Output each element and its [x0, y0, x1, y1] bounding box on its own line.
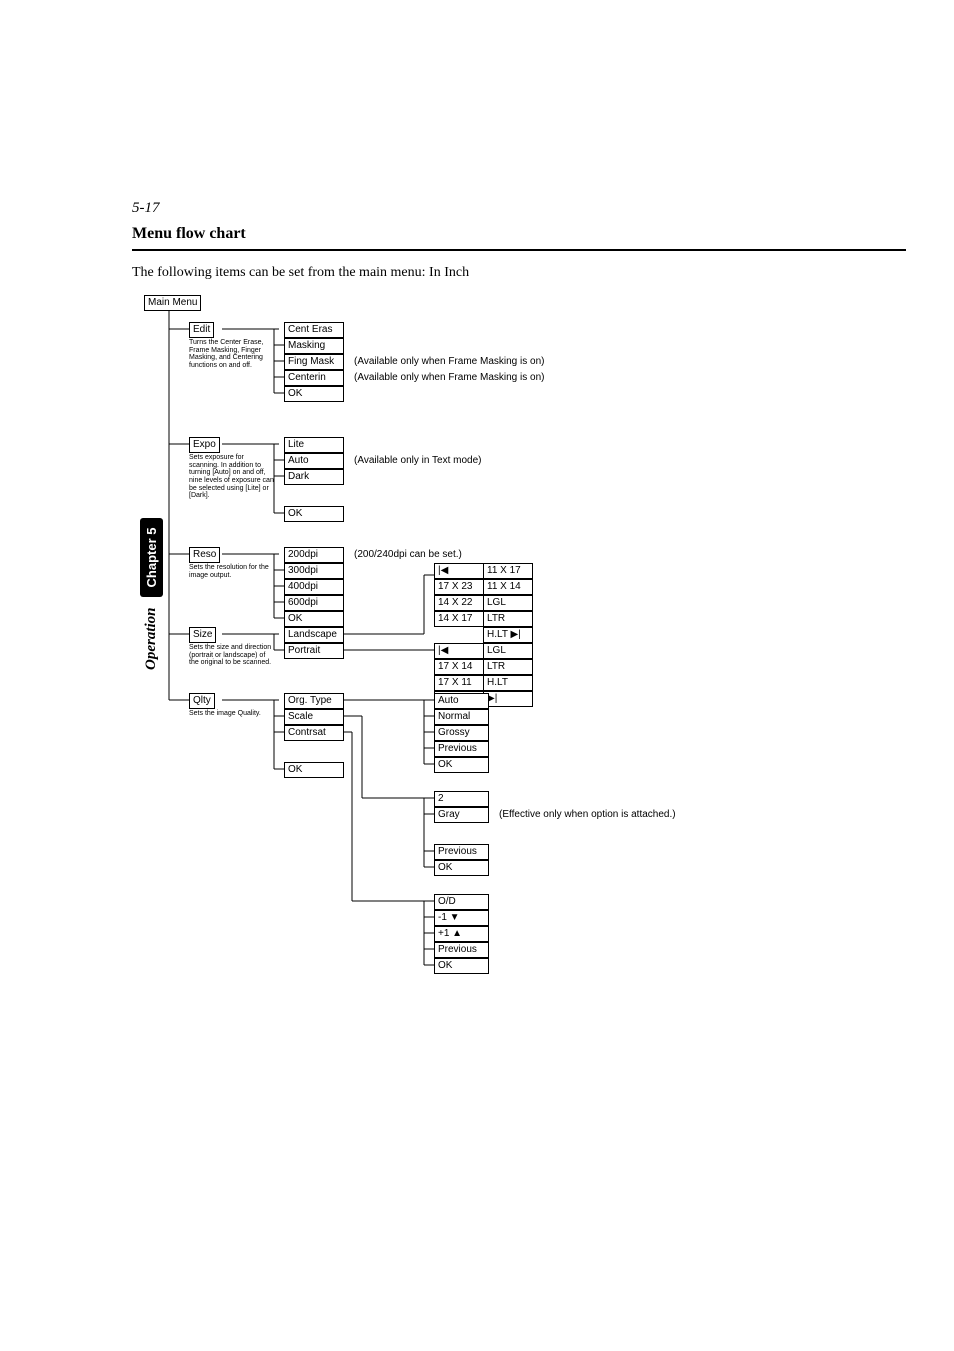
landscape-c1-3: 14 X 17: [434, 611, 484, 627]
reso-item-0: 200dpi: [284, 547, 344, 563]
contrsat-1: -1 ▼: [434, 910, 489, 926]
section-title: Menu flow chart: [132, 225, 906, 243]
qlty-item-1: Scale: [284, 709, 344, 725]
reso-note: (200/240dpi can be set.): [354, 549, 462, 560]
edit-item-2: Fing Mask: [284, 354, 344, 370]
orgtype-3: Previous: [434, 741, 489, 757]
reso-item-2: 400dpi: [284, 579, 344, 595]
portrait-c2-0: LGL: [483, 643, 533, 659]
qlty-desc: Sets the image Quality.: [189, 710, 274, 718]
portrait-c2-3: ▶|: [483, 691, 533, 707]
edit-item-4: OK: [284, 386, 344, 402]
orgtype-1: Normal: [434, 709, 489, 725]
reso-item-1: 300dpi: [284, 563, 344, 579]
portrait-c1-1: 17 X 14: [434, 659, 484, 675]
portrait-c1-2: 17 X 11: [434, 675, 484, 691]
landscape-c2-4: H.LT ▶|: [483, 627, 533, 643]
qlty-item-4: OK: [284, 762, 344, 778]
portrait-c2-2: H.LT: [483, 675, 533, 691]
edit-desc: Turns the Center Erase, Frame Masking, F…: [189, 339, 274, 370]
landscape-c2-1: 11 X 14: [483, 579, 533, 595]
scale-4: OK: [434, 860, 489, 876]
title-rule: [132, 249, 906, 251]
contrsat-3: Previous: [434, 942, 489, 958]
expo-item-1: Auto: [284, 453, 344, 469]
expo-item-0: Lite: [284, 437, 344, 453]
scale-3: Previous: [434, 844, 489, 860]
orgtype-4: OK: [434, 757, 489, 773]
portrait-c2-1: LTR: [483, 659, 533, 675]
contrsat-0: O/D: [434, 894, 489, 910]
edit-note-fingmask: (Available only when Frame Masking is on…: [354, 356, 544, 367]
edit-item-0: Cent Eras: [284, 322, 344, 338]
portrait-c1-0: |◀: [434, 643, 484, 659]
menu-flow-chart: Main Menu Edit Turns the Center Erase, F…: [144, 295, 906, 995]
landscape-c2-0: 11 X 17: [483, 563, 533, 579]
main-menu-box: Main Menu: [144, 295, 201, 311]
contrsat-4: OK: [434, 958, 489, 974]
edit-item-3: Centerin: [284, 370, 344, 386]
size-desc: Sets the size and direction (portrait or…: [189, 644, 274, 667]
qlty-item-2: Contrsat: [284, 725, 344, 741]
expo-box: Expo: [189, 437, 220, 453]
edit-item-1: Masking: [284, 338, 344, 354]
scale-0: 2: [434, 791, 489, 807]
expo-desc: Sets exposure for scanning. In addition …: [189, 454, 274, 500]
landscape-c1-0: |◀: [434, 563, 484, 579]
qlty-item-0: Org. Type: [284, 693, 344, 709]
reso-desc: Sets the resolution for the image output…: [189, 564, 274, 579]
landscape-c1-2: 14 X 22: [434, 595, 484, 611]
qlty-box: Qlty: [189, 693, 215, 709]
reso-item-4: OK: [284, 611, 344, 627]
scale-1: Gray: [434, 807, 489, 823]
size-box: Size: [189, 627, 216, 643]
orgtype-0: Auto: [434, 693, 489, 709]
size-item-1: Portrait: [284, 643, 344, 659]
expo-item-2: Dark: [284, 469, 344, 485]
reso-box: Reso: [189, 547, 220, 563]
reso-item-3: 600dpi: [284, 595, 344, 611]
scale-note-gray: (Effective only when option is attached.…: [499, 809, 676, 820]
landscape-c1-1: 17 X 23: [434, 579, 484, 595]
edit-box: Edit: [189, 322, 214, 338]
size-item-0: Landscape: [284, 627, 344, 643]
intro-text: The following items can be set from the …: [132, 265, 906, 281]
expo-note-auto: (Available only in Text mode): [354, 455, 481, 466]
contrsat-2: +1 ▲: [434, 926, 489, 942]
edit-note-centerin: (Available only when Frame Masking is on…: [354, 372, 544, 383]
orgtype-2: Grossy: [434, 725, 489, 741]
expo-item-4: OK: [284, 506, 344, 522]
landscape-c2-2: LGL: [483, 595, 533, 611]
page-number: 5-17: [132, 200, 906, 217]
landscape-c2-3: LTR: [483, 611, 533, 627]
